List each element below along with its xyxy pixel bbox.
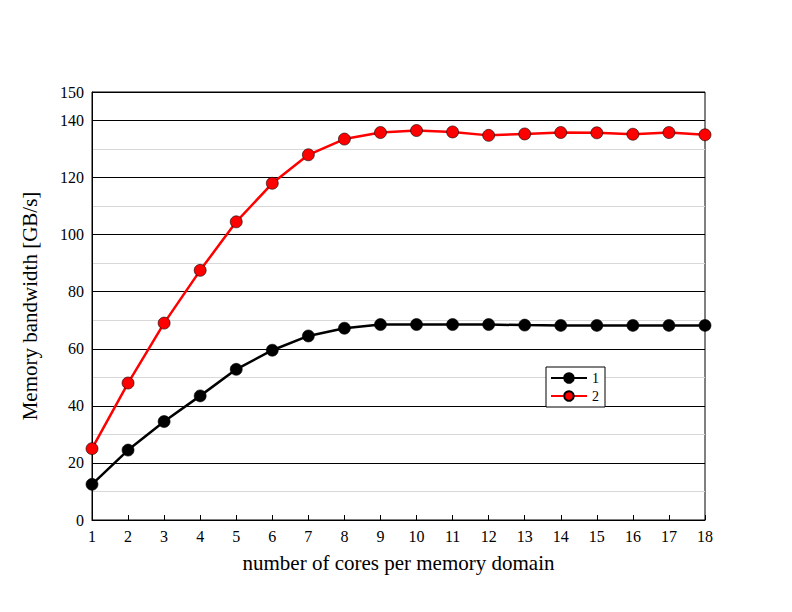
svg-text:10: 10 (409, 528, 425, 545)
svg-text:40: 40 (68, 397, 84, 414)
svg-text:20: 20 (68, 454, 84, 471)
svg-text:1: 1 (592, 371, 599, 386)
svg-text:11: 11 (445, 528, 460, 545)
svg-text:15: 15 (589, 528, 605, 545)
svg-text:0: 0 (76, 512, 84, 529)
svg-text:120: 120 (60, 169, 84, 186)
svg-text:5: 5 (232, 528, 240, 545)
svg-text:80: 80 (68, 283, 84, 300)
svg-text:18: 18 (697, 528, 713, 545)
svg-text:7: 7 (304, 528, 312, 545)
svg-text:17: 17 (661, 528, 677, 545)
svg-text:3: 3 (160, 528, 168, 545)
svg-text:60: 60 (68, 340, 84, 357)
svg-text:Memory bandwidth [GB/s]: Memory bandwidth [GB/s] (18, 192, 42, 421)
svg-text:150: 150 (60, 84, 84, 101)
svg-text:2: 2 (592, 389, 599, 404)
svg-text:8: 8 (340, 528, 348, 545)
svg-text:13: 13 (517, 528, 533, 545)
svg-text:4: 4 (196, 528, 204, 545)
svg-text:14: 14 (553, 528, 569, 545)
svg-text:140: 140 (60, 112, 84, 129)
svg-text:number of cores per memory dom: number of cores per memory domain (243, 551, 555, 575)
svg-text:9: 9 (376, 528, 384, 545)
svg-text:1: 1 (88, 528, 96, 545)
svg-text:2: 2 (124, 528, 132, 545)
svg-text:6: 6 (268, 528, 276, 545)
svg-text:100: 100 (60, 226, 84, 243)
svg-text:16: 16 (625, 528, 641, 545)
svg-text:12: 12 (481, 528, 497, 545)
